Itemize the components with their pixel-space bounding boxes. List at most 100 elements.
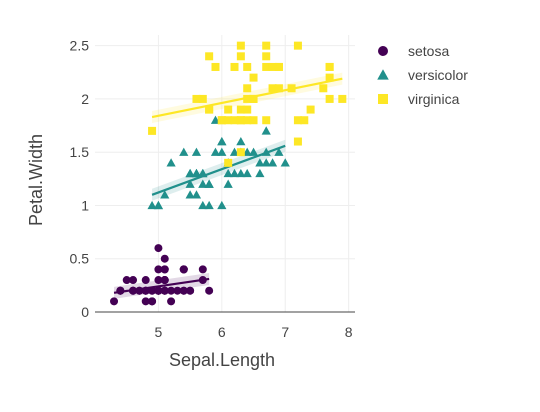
- x-tick-label: 8: [345, 324, 353, 340]
- data-point-virginica: [262, 52, 271, 61]
- data-point-setosa: [141, 297, 150, 306]
- data-point-virginica: [268, 62, 277, 71]
- data-point-virginica: [325, 94, 334, 103]
- legend-marker-setosa: [378, 46, 388, 56]
- data-point-versicolor: [223, 179, 233, 188]
- y-tick-label: 0: [81, 304, 89, 320]
- data-point-setosa: [198, 265, 207, 274]
- y-tick-label: 1: [81, 197, 89, 213]
- data-point-versicolor: [280, 158, 290, 167]
- y-tick-label: 1.5: [70, 144, 90, 160]
- data-point-versicolor: [229, 168, 240, 178]
- data-point-virginica: [274, 84, 283, 93]
- data-point-virginica: [236, 148, 245, 157]
- data-point-virginica: [148, 126, 157, 135]
- data-point-virginica: [243, 116, 252, 125]
- y-tick-label: 2.5: [70, 38, 90, 54]
- data-point-setosa: [141, 276, 150, 285]
- legend-item-setosa[interactable]: setosa: [378, 43, 449, 59]
- data-point-setosa: [198, 276, 207, 285]
- data-point-setosa: [167, 297, 176, 306]
- data-point-virginica: [325, 62, 334, 71]
- legend-item-virginica[interactable]: virginica: [378, 91, 460, 107]
- data-point-virginica: [268, 84, 277, 93]
- data-points: [110, 41, 347, 306]
- data-point-setosa: [167, 286, 176, 295]
- legend[interactable]: setosa versicolor virginica: [377, 43, 468, 107]
- data-point-versicolor: [147, 200, 157, 210]
- data-point-versicolor: [229, 147, 240, 156]
- data-point-versicolor: [185, 190, 195, 199]
- data-point-setosa: [173, 286, 182, 295]
- data-point-virginica: [293, 116, 302, 125]
- x-tick-label: 7: [281, 324, 289, 340]
- data-point-setosa: [154, 265, 163, 274]
- data-point-versicolor: [191, 190, 202, 199]
- data-point-versicolor: [248, 147, 259, 156]
- data-point-versicolor: [204, 200, 214, 210]
- data-point-versicolor: [198, 168, 208, 178]
- data-point-setosa: [154, 286, 163, 295]
- data-point-versicolor: [198, 179, 208, 188]
- data-point-virginica: [243, 84, 252, 93]
- y-tick-labels: 0 0.5 1 1.5 2 2.5: [70, 38, 90, 320]
- data-point-versicolor: [261, 158, 271, 167]
- data-point-versicolor: [210, 115, 221, 124]
- data-point-virginica: [224, 105, 233, 114]
- data-point-setosa: [141, 286, 150, 295]
- data-point-setosa: [154, 276, 163, 285]
- data-point-versicolor: [153, 200, 164, 210]
- legend-item-versicolor[interactable]: versicolor: [377, 67, 468, 83]
- data-point-virginica: [338, 94, 347, 103]
- data-point-versicolor: [160, 190, 170, 199]
- data-point-virginica: [300, 116, 309, 125]
- data-point-versicolor: [204, 179, 214, 188]
- data-point-versicolor: [185, 179, 195, 188]
- data-point-virginica: [262, 41, 271, 50]
- data-point-setosa: [116, 286, 125, 295]
- x-tick-labels: 5 6 7 8: [155, 324, 353, 340]
- data-point-versicolor: [261, 147, 271, 156]
- data-point-virginica: [249, 73, 258, 82]
- legend-label-setosa: setosa: [408, 43, 449, 59]
- data-point-setosa: [179, 265, 188, 274]
- data-point-versicolor: [255, 158, 265, 167]
- legend-marker-versicolor: [377, 69, 389, 80]
- data-point-setosa: [205, 286, 214, 295]
- data-point-virginica: [243, 62, 252, 71]
- data-point-versicolor: [223, 168, 233, 178]
- x-tick-label: 6: [218, 324, 226, 340]
- data-point-versicolor: [191, 147, 202, 156]
- data-point-virginica: [325, 73, 334, 82]
- data-point-setosa: [110, 297, 119, 306]
- x-axis-title: Sepal.Length: [169, 350, 275, 370]
- data-point-versicolor: [236, 168, 246, 178]
- legend-label-versicolor: versicolor: [408, 67, 468, 83]
- data-point-virginica: [306, 105, 315, 114]
- data-point-versicolor: [242, 168, 252, 178]
- data-point-virginica: [293, 137, 302, 146]
- data-point-setosa: [186, 286, 195, 295]
- x-tick-label: 5: [155, 324, 163, 340]
- data-point-versicolor: [261, 126, 271, 135]
- legend-label-virginica: virginica: [408, 91, 460, 107]
- data-point-versicolor: [210, 147, 221, 156]
- data-point-virginica: [236, 41, 245, 50]
- data-point-setosa: [129, 276, 138, 285]
- data-point-virginica: [243, 94, 252, 103]
- data-point-virginica: [224, 158, 233, 167]
- data-point-virginica: [217, 116, 226, 125]
- data-point-setosa: [129, 286, 138, 295]
- data-point-setosa: [154, 244, 163, 253]
- data-point-virginica: [211, 62, 220, 71]
- data-point-versicolor: [255, 168, 265, 178]
- data-point-versicolor: [267, 158, 278, 167]
- data-point-virginica: [262, 116, 271, 125]
- data-point-virginica: [205, 105, 214, 114]
- data-point-setosa: [179, 286, 188, 295]
- data-point-setosa: [160, 276, 169, 285]
- data-point-versicolor: [185, 168, 195, 178]
- data-point-setosa: [160, 265, 169, 274]
- y-tick-label: 2: [81, 91, 89, 107]
